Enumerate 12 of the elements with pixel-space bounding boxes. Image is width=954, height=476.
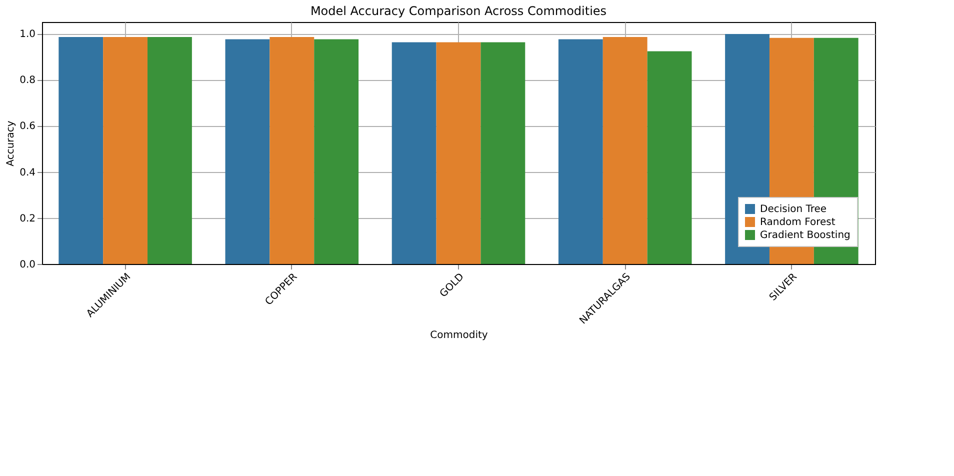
legend-label: Decision Tree <box>760 204 827 215</box>
y-tick-label: 0.4 <box>20 167 36 178</box>
y-tick-label: 1.0 <box>20 29 36 40</box>
x-axis-title: Commodity <box>430 330 488 341</box>
y-tick-label: 0.6 <box>20 121 36 132</box>
y-tick-label: 0.2 <box>20 213 36 224</box>
y-tick-label: 0.0 <box>20 260 36 270</box>
y-tick-label: 0.8 <box>20 75 36 86</box>
legend-label: Random Forest <box>760 217 836 228</box>
legend-label: Gradient Boosting <box>760 230 850 241</box>
y-axis-title: Accuracy <box>6 120 17 166</box>
chart-title: Model Accuracy Comparison Across Commodities <box>310 4 607 18</box>
